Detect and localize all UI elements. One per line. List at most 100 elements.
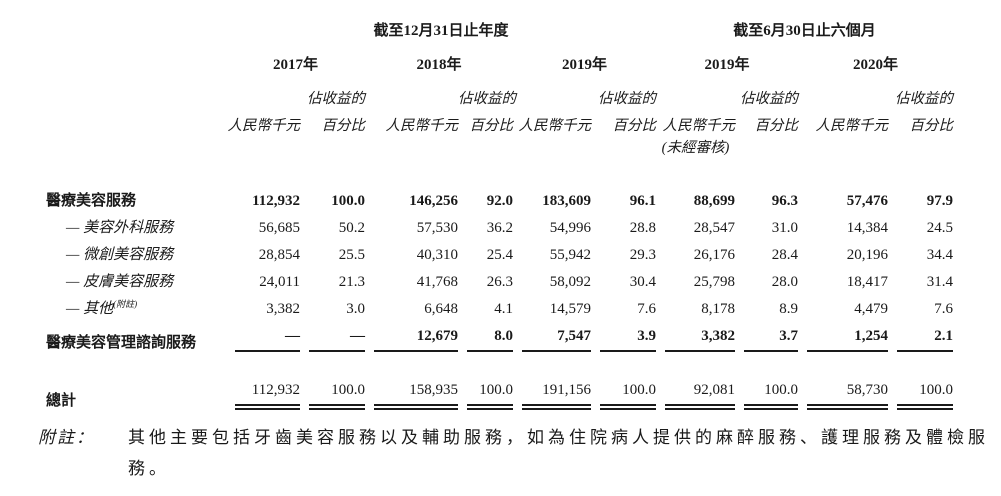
cell-value: 3.0	[346, 300, 365, 317]
cell-value: 7,547	[522, 328, 591, 352]
row-label: — 微創美容服務	[66, 246, 174, 263]
pct-header-line2: 百分比	[612, 118, 657, 135]
cell-value: 50.2	[338, 219, 365, 236]
cell-value: 183,609	[542, 192, 591, 209]
total-cell-value: 100.0	[309, 382, 365, 410]
cell-value: 3.9	[600, 328, 657, 352]
cell-value: 20,196	[846, 246, 889, 263]
cell-value: 14,579	[549, 300, 591, 317]
cell-value: 14,384	[846, 219, 889, 236]
total-cell-value: 100.0	[600, 382, 657, 410]
cell-value: 4.1	[494, 300, 513, 317]
cell-value: 3,382	[665, 328, 736, 352]
table-row-management-consulting-services: 醫療美容管理諮詢服務 — — 12,679 8.0 7,547 3.9 3,38…	[46, 318, 954, 352]
cell-value: 6,648	[424, 300, 458, 317]
cell-value: 28.4	[771, 246, 799, 263]
pct-header-line1-row: 佔收益的 佔收益的 佔收益的 佔收益的 佔收益的	[46, 74, 953, 108]
row-label: — 其他(附註)	[66, 298, 138, 317]
cell-value: 25.5	[338, 246, 365, 263]
cell-value: 57,476	[846, 192, 889, 209]
cell-value: 31.0	[771, 219, 799, 236]
rmb-unit-header: 人民幣千元	[518, 118, 592, 135]
cell-value: 28,547	[693, 219, 736, 236]
year-header-2020: 2020年	[853, 56, 899, 73]
cell-value: 28.0	[771, 273, 799, 290]
cell-value: 26.3	[486, 273, 513, 290]
row-label: — 皮膚美容服務	[66, 273, 174, 290]
unaudited-note: (未經審核)	[661, 140, 730, 157]
cell-value: 24.5	[926, 219, 954, 236]
table-row-medical-aesthetic-services: 醫療美容服務 112,932 100.0 146,256 92.0 183,60…	[46, 183, 953, 210]
cell-value: 28,854	[258, 246, 300, 263]
row-label: 醫療美容管理諮詢服務	[46, 334, 197, 351]
footnote-text: 其他主要包括牙齒美容服務以及輔助服務，如為住院病人提供的麻醉服務、護理服務及體檢…	[128, 428, 989, 478]
pct-header-line2: 百分比	[754, 118, 799, 135]
rmb-unit-header: 人民幣千元	[385, 118, 459, 135]
total-cell-value: 100.0	[467, 382, 513, 410]
total-row-label: 總計	[46, 392, 77, 409]
pct-header-line2: 百分比	[469, 118, 514, 135]
period-group-row: 截至12月31日止年度 截至6月30日止六個月	[46, 12, 953, 40]
cell-value: 3,382	[266, 300, 300, 317]
cell-value: 25.4	[486, 246, 513, 263]
table-row-cosmetic-surgery-services: — 美容外科服務 56,685 50.2 57,530 36.2 54,996 …	[46, 210, 953, 237]
cell-value: 36.2	[486, 219, 513, 236]
cell-value: 25,798	[693, 273, 736, 290]
table-row-others: — 其他(附註) 3,382 3.0 6,648 4.1 14,579 7.6 …	[46, 291, 953, 318]
total-cell-value: 191,156	[522, 382, 591, 410]
cell-value: 58,092	[549, 273, 591, 290]
cell-value: 8.9	[779, 300, 799, 317]
pct-header-line2: 百分比	[321, 118, 366, 135]
pct-header-line1: 佔收益的	[598, 91, 657, 108]
cell-value: 31.4	[926, 273, 954, 290]
cell-value: 26,176	[693, 246, 736, 263]
cell-value: 12,679	[374, 328, 458, 352]
revenue-breakdown-page: 截至12月31日止年度 截至6月30日止六個月 2017年 2018年 2019…	[0, 12, 1001, 496]
unit-header-row: 人民幣千元 百分比 人民幣千元 百分比 人民幣千元 百分比 人民幣千元 百分比 …	[46, 108, 954, 135]
total-cell-value: 58,730	[807, 382, 889, 410]
cell-value: 29.3	[629, 246, 657, 263]
cell-value: 7.6	[934, 300, 954, 317]
table-row-skin-aesthetic-services: — 皮膚美容服務 24,011 21.3 41,768 26.3 58,092 …	[46, 264, 953, 291]
total-cell-value: 92,081	[665, 382, 736, 410]
cell-value: 4,479	[854, 300, 889, 317]
cell-value: 18,417	[846, 273, 889, 290]
row-label: — 美容外科服務	[66, 219, 174, 236]
year-header-row: 2017年 2018年 2019年 2019年 2020年	[46, 40, 953, 74]
cell-value: —	[309, 328, 365, 352]
total-cell-value: 100.0	[744, 382, 799, 410]
total-cell-value: 158,935	[374, 382, 458, 410]
cell-value: 1,254	[807, 328, 889, 352]
footnote-marker: (附註)	[113, 298, 138, 309]
table-row-minimally-invasive-services: — 微創美容服務 28,854 25.5 40,310 25.4 55,942 …	[46, 237, 953, 264]
cell-value: 54,996	[549, 219, 591, 236]
pct-header-line1: 佔收益的	[458, 91, 516, 108]
cell-value: 8.0	[467, 328, 513, 352]
cell-value: 96.3	[771, 192, 799, 209]
cell-value: 34.4	[926, 246, 954, 263]
cell-value: 41,768	[416, 273, 458, 290]
pct-header-line1: 佔收益的	[895, 91, 954, 108]
period-group-annual: 截至12月31日止年度	[373, 22, 509, 39]
cell-value: 88,699	[693, 192, 736, 209]
cell-value: 30.4	[629, 273, 657, 290]
cell-value: 7.6	[637, 300, 657, 317]
cell-value: 97.9	[926, 192, 954, 209]
pct-header-line1: 佔收益的	[740, 91, 799, 108]
cell-value: 57,530	[416, 219, 458, 236]
revenue-breakdown-table: 截至12月31日止年度 截至6月30日止六個月 2017年 2018年 2019…	[46, 12, 954, 410]
row-label: 醫療美容服務	[46, 192, 137, 209]
cell-value: 56,685	[258, 219, 300, 236]
cell-value: 146,256	[409, 192, 458, 209]
footnote-label: 附註：	[38, 428, 95, 447]
rmb-unit-header: 人民幣千元	[662, 118, 736, 135]
total-cell-value: 100.0	[897, 382, 954, 410]
cell-value: 112,932	[252, 192, 300, 209]
unaudited-row: (未經審核)	[46, 135, 953, 157]
year-header-2018: 2018年	[416, 56, 462, 73]
cell-value: —	[235, 328, 300, 352]
cell-value: 8,178	[701, 300, 736, 317]
cell-value: 55,942	[549, 246, 591, 263]
year-header-2019-interim: 2019年	[704, 56, 750, 73]
cell-value: 100.0	[331, 192, 365, 209]
